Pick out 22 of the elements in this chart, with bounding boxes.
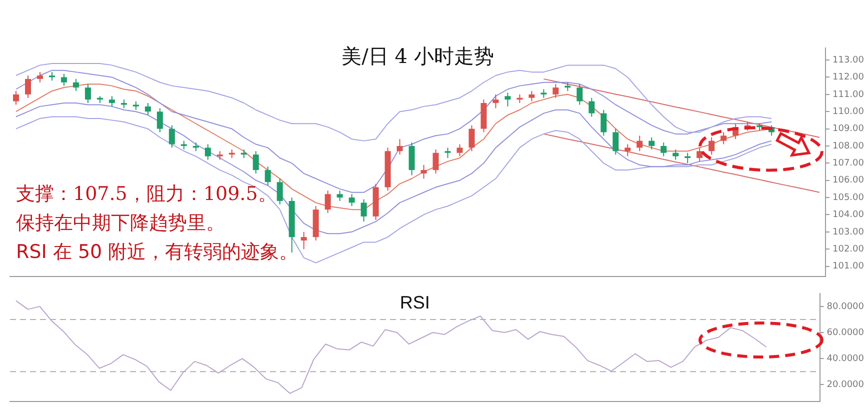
y-tick-label: 103.00 xyxy=(832,227,864,238)
y-tick-label: 104.00 xyxy=(832,210,864,220)
y-tick-label: 113.00 xyxy=(832,55,864,66)
y-tick-label: 106.00 xyxy=(832,176,864,186)
annotation: 保持在中期下降趋势里。 xyxy=(16,212,225,234)
chart-title: 美/日 4 小时走势 xyxy=(342,44,494,68)
y-tick-label: 60.0000 xyxy=(826,328,864,338)
y-tick-label: 105.00 xyxy=(832,192,864,203)
y-tick-label: 109.00 xyxy=(832,124,864,134)
y-tick-label: 107.00 xyxy=(832,158,864,169)
y-tick-label: 20.0000 xyxy=(826,380,864,390)
y-tick-label: 110.00 xyxy=(832,106,864,117)
y-tick-label: 112.00 xyxy=(832,72,864,83)
y-tick-label: 101.00 xyxy=(832,262,864,272)
y-tick-label: 102.00 xyxy=(832,244,864,254)
y-tick-label: 40.0000 xyxy=(826,354,864,364)
y-tick-label: 80.0000 xyxy=(826,302,864,312)
y-tick-label: 108.00 xyxy=(832,141,864,152)
annotation: 支撑：107.5，阻力：109.5。 xyxy=(16,183,277,205)
annotation: RSI 在 50 附近，有转弱的迹象。 xyxy=(16,241,298,263)
y-tick-label: 111.00 xyxy=(832,90,864,100)
chart-title: RSI xyxy=(400,292,430,312)
